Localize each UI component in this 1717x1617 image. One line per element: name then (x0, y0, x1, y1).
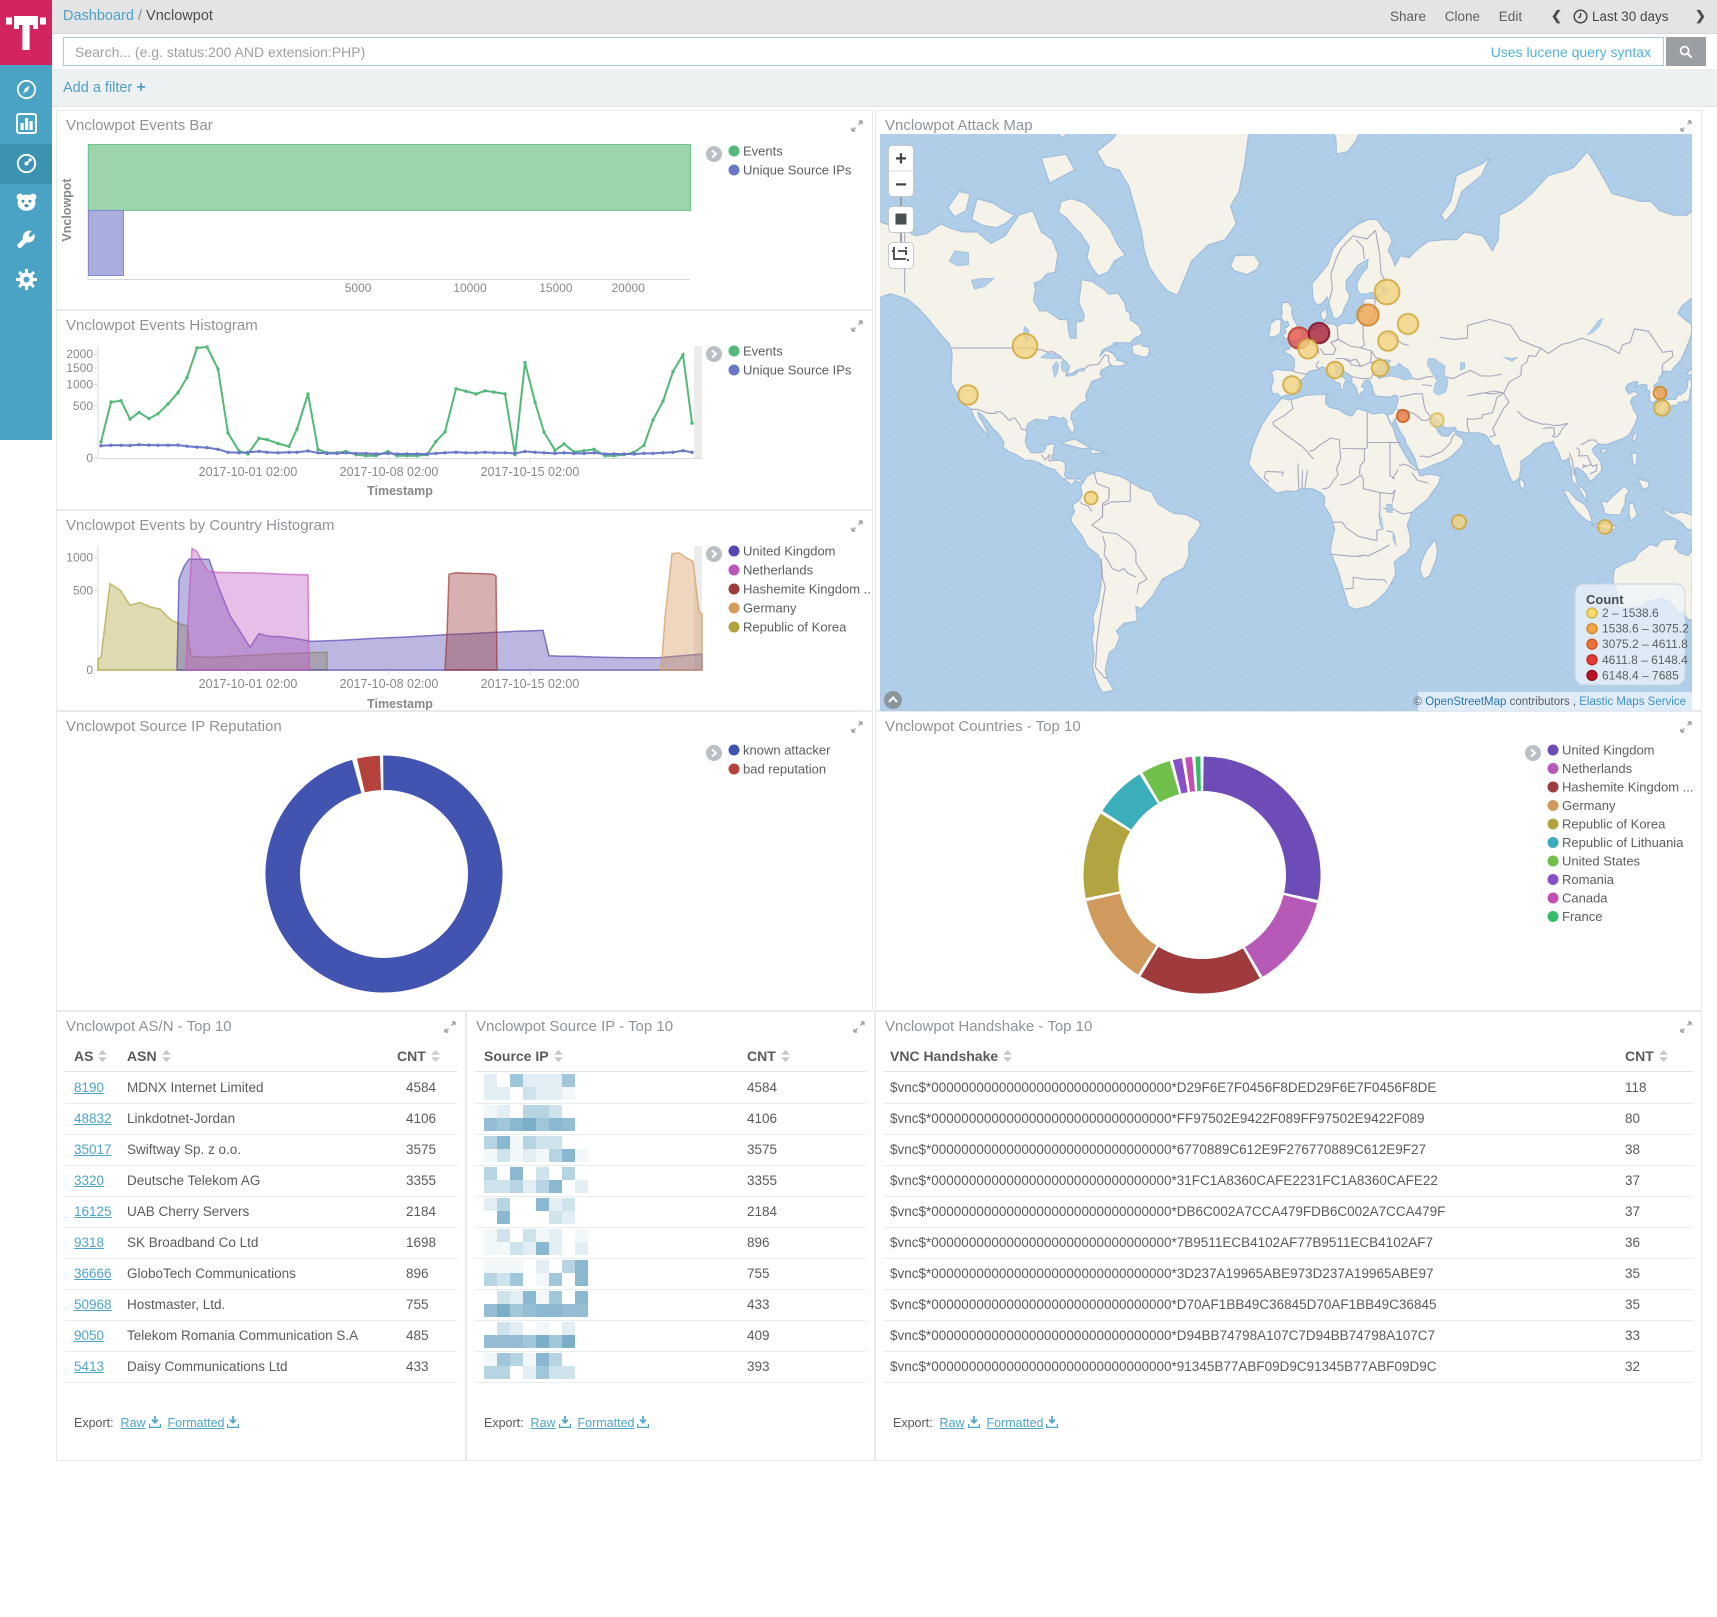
svg-text:2 – 1538.6: 2 – 1538.6 (1602, 606, 1659, 620)
svg-text:Republic of Lithuania: Republic of Lithuania (1562, 835, 1684, 850)
svg-text:Netherlands: Netherlands (1562, 761, 1633, 776)
svg-text:500: 500 (73, 584, 93, 598)
svg-text:United States: United States (1562, 854, 1641, 869)
svg-text:5000: 5000 (345, 281, 372, 295)
svg-text:Germany: Germany (1562, 798, 1616, 813)
svg-text:United Kingdom: United Kingdom (1562, 743, 1655, 758)
svg-text:Netherlands: Netherlands (743, 563, 814, 578)
svg-text:Canada: Canada (1562, 891, 1608, 906)
svg-text:10000: 10000 (453, 281, 487, 295)
svg-text:Hashemite Kingdom ...: Hashemite Kingdom ... (743, 582, 872, 597)
svg-text:Republic of Korea: Republic of Korea (743, 620, 847, 635)
svg-text:4611.8 – 6148.4: 4611.8 – 6148.4 (1602, 653, 1688, 667)
svg-text:1500: 1500 (66, 361, 93, 375)
svg-text:2017-10-08 02:00: 2017-10-08 02:00 (340, 677, 439, 691)
svg-text:20000: 20000 (612, 281, 646, 295)
svg-text:2017-10-15 02:00: 2017-10-15 02:00 (481, 677, 580, 691)
svg-text:Events: Events (743, 344, 783, 359)
svg-text:Count: Count (1586, 592, 1624, 607)
svg-text:United Kingdom: United Kingdom (743, 544, 836, 559)
svg-text:0: 0 (86, 451, 93, 465)
svg-text:3075.2 – 4611.8: 3075.2 – 4611.8 (1602, 637, 1688, 651)
svg-text:France: France (1562, 909, 1602, 924)
svg-text:© OpenStreetMap contributors ,: © OpenStreetMap contributors , Elastic M… (1414, 696, 1686, 708)
svg-text:Hashemite Kingdom ...: Hashemite Kingdom ... (1562, 780, 1694, 795)
svg-text:1000: 1000 (66, 551, 93, 565)
svg-text:Republic of Korea: Republic of Korea (1562, 817, 1666, 832)
svg-text:Events: Events (743, 144, 783, 159)
svg-text:0: 0 (86, 663, 93, 677)
svg-text:2017-10-01 02:00: 2017-10-01 02:00 (199, 465, 298, 479)
svg-text:15000: 15000 (539, 281, 573, 295)
svg-text:Romania: Romania (1562, 872, 1615, 887)
svg-text:Timestamp: Timestamp (367, 697, 433, 710)
svg-text:6148.4 – 7685: 6148.4 – 7685 (1602, 668, 1679, 682)
svg-text:2017-10-01 02:00: 2017-10-01 02:00 (199, 677, 298, 691)
svg-text:2000: 2000 (66, 347, 93, 361)
svg-text:−: − (895, 174, 907, 196)
svg-text:2017-10-08 02:00: 2017-10-08 02:00 (340, 465, 439, 479)
svg-text:1000: 1000 (66, 378, 93, 392)
svg-text:known attacker: known attacker (743, 743, 831, 758)
svg-text:Unique Source IPs: Unique Source IPs (743, 163, 852, 178)
svg-text:Germany: Germany (743, 601, 797, 616)
svg-text:+: + (895, 148, 907, 170)
svg-text:Timestamp: Timestamp (367, 484, 433, 498)
svg-text:Vnclowpot: Vnclowpot (60, 178, 74, 242)
svg-text:1538.6 – 3075.2: 1538.6 – 3075.2 (1602, 622, 1689, 636)
svg-text:Unique Source IPs: Unique Source IPs (743, 363, 852, 378)
svg-text:bad reputation: bad reputation (743, 762, 826, 777)
svg-text:2017-10-15 02:00: 2017-10-15 02:00 (481, 465, 580, 479)
svg-text:500: 500 (73, 399, 93, 413)
